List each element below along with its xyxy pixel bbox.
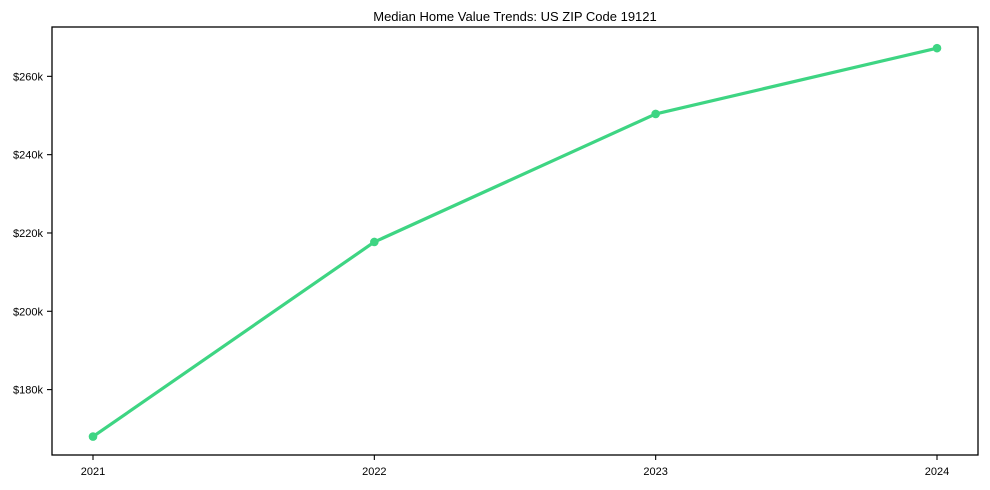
x-tick-label: 2022	[362, 466, 386, 478]
trend-line	[91, 46, 939, 439]
x-tick-label: 2024	[925, 466, 949, 478]
data-point-marker	[88, 432, 98, 441]
chart-title: Median Home Value Trends: US ZIP Code 19…	[373, 9, 657, 24]
x-tick-label: 2021	[81, 466, 105, 478]
data-point-marker	[370, 237, 379, 247]
plot-area: $180k $200k $220k $240k $260k 2021 2022 2023 202…	[13, 26, 979, 478]
x-tick-label: 2023	[643, 466, 667, 478]
y-tick-label: $220k	[13, 228, 43, 240]
y-tick-label: $260k	[13, 71, 43, 83]
y-tick-label: $200k	[13, 306, 43, 318]
y-tick-label: $240k	[13, 150, 43, 162]
y-tick-label: $180k	[13, 385, 43, 397]
plot-border	[51, 26, 979, 456]
data-point-marker	[932, 43, 942, 53]
data-point-marker	[651, 109, 660, 119]
